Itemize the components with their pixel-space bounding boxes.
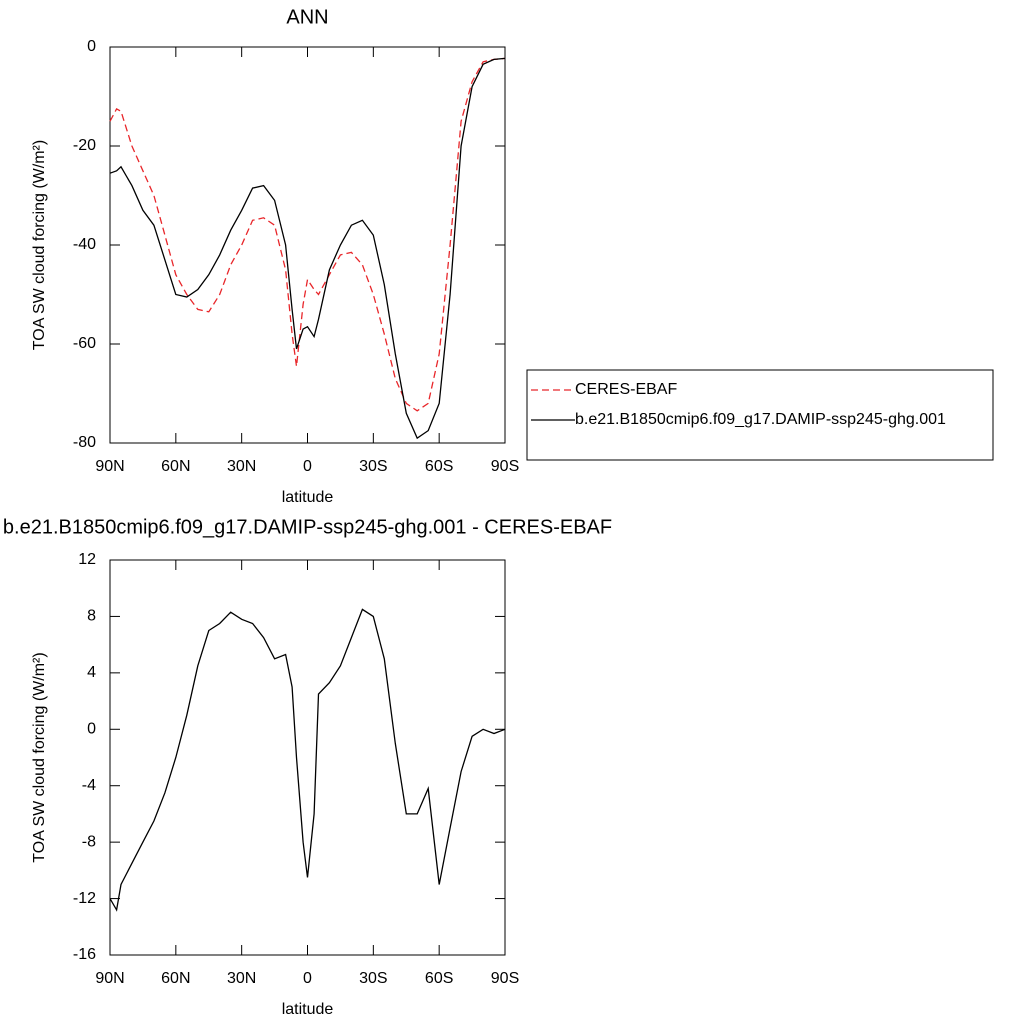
x-tick-label: 60S bbox=[425, 970, 453, 987]
y-axis-label: TOA SW cloud forcing (W/m²) bbox=[31, 652, 48, 862]
x-tick-label: 0 bbox=[303, 458, 312, 475]
y-tick-label: -12 bbox=[73, 890, 96, 907]
y-tick-label: -40 bbox=[73, 236, 96, 253]
y-tick-label: -4 bbox=[82, 777, 96, 794]
chart-title: ANN bbox=[286, 6, 328, 28]
x-tick-label: 60S bbox=[425, 458, 453, 475]
y-tick-label: 12 bbox=[78, 551, 96, 568]
x-tick-label: 0 bbox=[303, 970, 312, 987]
y-axis-label: TOA SW cloud forcing (W/m²) bbox=[31, 140, 48, 350]
y-tick-label: -60 bbox=[73, 335, 96, 352]
data-line bbox=[109, 608, 506, 912]
x-tick-label: 60N bbox=[161, 458, 190, 475]
x-tick-label: 60N bbox=[161, 970, 190, 987]
y-tick-label: 0 bbox=[87, 38, 96, 55]
x-tick-label: 90S bbox=[491, 970, 519, 987]
chart-title: b.e21.B1850cmip6.f09_g17.DAMIP-ssp245-gh… bbox=[3, 516, 612, 538]
x-tick-label: 30N bbox=[227, 970, 256, 987]
y-tick-label: 0 bbox=[87, 721, 96, 738]
x-tick-label: 30N bbox=[227, 458, 256, 475]
data-line bbox=[109, 57, 506, 412]
y-tick-label: -20 bbox=[73, 137, 96, 154]
plot-frame bbox=[109, 559, 506, 956]
y-tick-label: 8 bbox=[87, 608, 96, 625]
data-line bbox=[109, 57, 506, 440]
y-tick-label: -16 bbox=[73, 946, 96, 963]
plot-frame bbox=[109, 46, 506, 444]
x-tick-label: 90N bbox=[95, 458, 124, 475]
x-axis-label: latitude bbox=[282, 489, 334, 506]
x-axis-label: latitude bbox=[282, 1001, 334, 1018]
y-tick-label: 4 bbox=[87, 664, 96, 681]
x-tick-label: 30S bbox=[359, 458, 387, 475]
x-tick-label: 30S bbox=[359, 970, 387, 987]
x-tick-label: 90S bbox=[491, 458, 519, 475]
legend-label: CERES-EBAF bbox=[575, 381, 677, 398]
legend-label: b.e21.B1850cmip6.f09_g17.DAMIP-ssp245-gh… bbox=[575, 411, 946, 428]
y-tick-label: -80 bbox=[73, 434, 96, 451]
y-tick-label: -8 bbox=[82, 833, 96, 850]
x-tick-label: 90N bbox=[95, 970, 124, 987]
legend-box bbox=[526, 369, 994, 461]
